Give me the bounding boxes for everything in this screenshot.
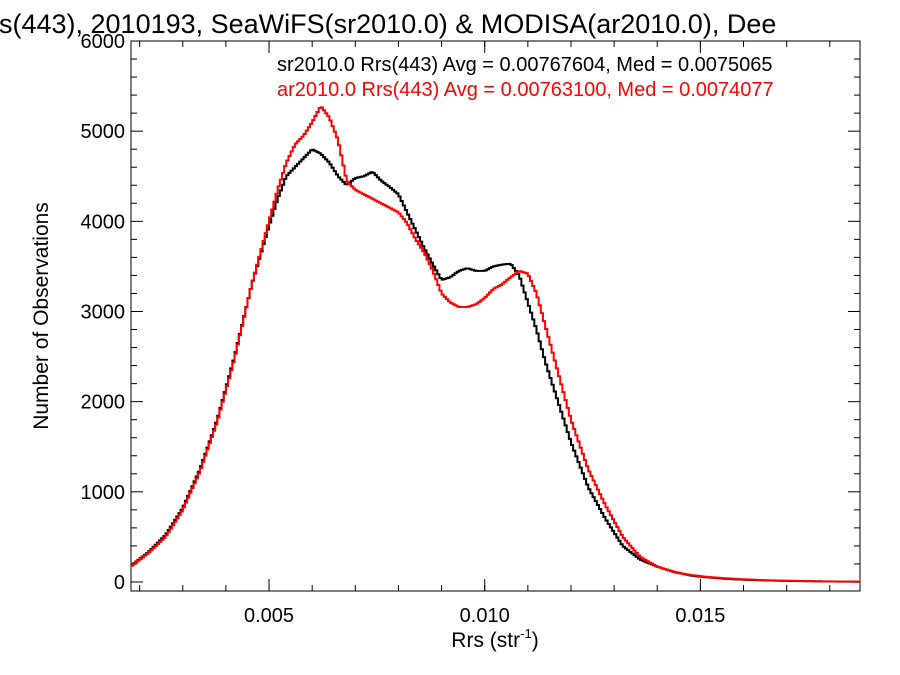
x-tick-label-2: 0.015 [675,605,725,627]
x-axis-label-main: Rrs (str [451,629,520,652]
y-tick-label-0: 0 [114,572,125,594]
y-tick-label-4: 4000 [81,211,126,233]
y-tick-label-5: 5000 [81,121,126,143]
axis-ticks [131,40,860,591]
x-axis-label: Rrs (str-1) [451,626,538,652]
series-layer [131,106,860,583]
plot-frame [130,40,861,592]
chart-title: rs(443), 2010193, SeaWiFS(sr2010.0) & MO… [0,9,776,39]
y-tick-label-6: 6000 [81,31,126,53]
series-line-1 [131,106,860,583]
y-tick-label-1: 1000 [81,482,126,504]
series-line-0 [131,148,860,583]
x-axis-label-close: ) [532,629,539,652]
tick-labels: 0.005 0.010 0.015 0 1000 2000 3000 4000 5000 6000 [81,31,726,627]
y-tick-label-2: 2000 [81,392,126,414]
x-axis-label-superscript: -1 [520,626,532,641]
annotation-sr2010: sr2010.0 Rrs(443) Avg = 0.00767604, Med … [277,54,773,76]
y-axis-label: Number of Observations [30,202,53,430]
y-tick-label-3: 3000 [81,301,126,323]
x-tick-label-0: 0.005 [244,605,294,627]
annotation-ar2010: ar2010.0 Rrs(443) Avg = 0.00763100, Med … [277,79,774,101]
x-tick-label-1: 0.010 [460,605,510,627]
